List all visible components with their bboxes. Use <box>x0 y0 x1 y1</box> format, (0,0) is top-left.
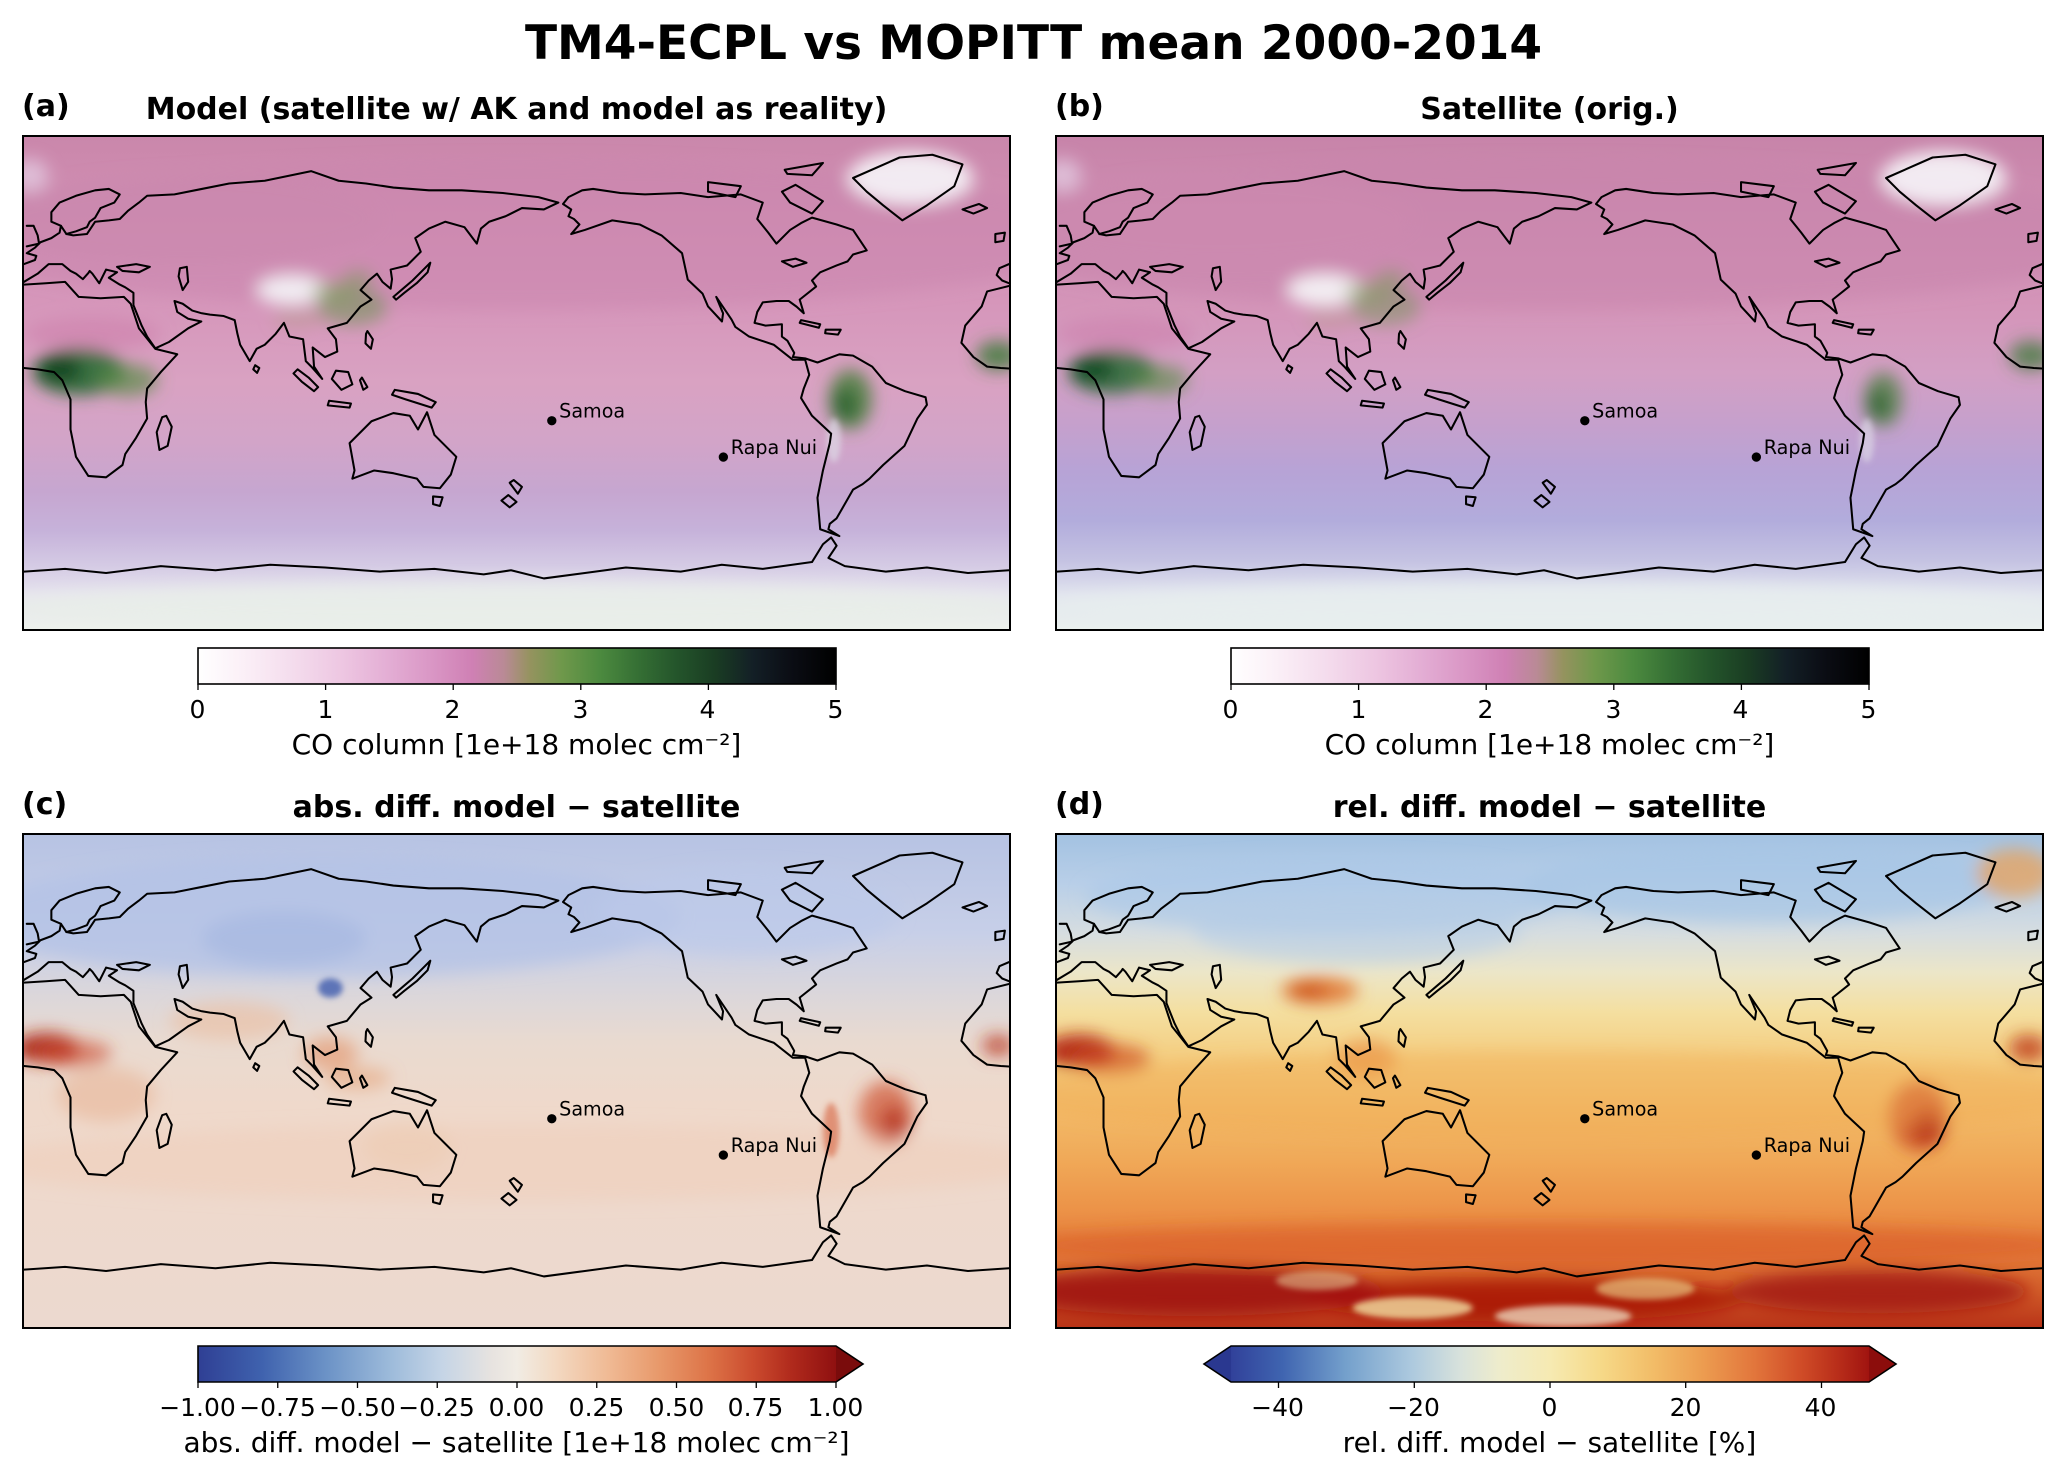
panel-b-tag: (b) <box>1055 89 1104 124</box>
colorbar-tick: −1.00 <box>159 1393 236 1422</box>
colorbar-tick: 4 <box>699 695 716 724</box>
colorbar-tick: 0.25 <box>568 1393 625 1422</box>
panel-c-colorbar-label: abs. diff. model − satellite [1e+18 mole… <box>183 1426 850 1459</box>
field-shading <box>24 150 1009 629</box>
panel-c-colorbar <box>196 1345 864 1391</box>
field-shading <box>1057 150 2042 629</box>
panel-c-map <box>22 833 1011 1329</box>
panel-d-colorbar <box>1202 1345 1897 1391</box>
panel-a-map <box>22 135 1011 631</box>
panel-a-tag: (a) <box>22 89 70 124</box>
colorbar-tick: 5 <box>827 695 844 724</box>
colorbar-tick: 1.00 <box>807 1393 864 1422</box>
panel-a-colorbar-ticks: 0 1 2 3 4 5 <box>190 695 844 725</box>
panel-d-header: (d) rel. diff. model − satellite <box>1055 787 2044 829</box>
panel-a-colorbar <box>196 647 837 693</box>
panel-c-header: (c) abs. diff. model − satellite <box>22 787 1011 829</box>
colorbar-tick: 3 <box>572 695 589 724</box>
panel-b: (b) Satellite (orig.) <box>1050 89 2050 761</box>
panel-a-map-svg <box>24 137 1009 629</box>
panel-b-colorbar <box>1229 647 1870 693</box>
colorbar-tick: 0.00 <box>488 1393 545 1422</box>
panel-c-colorbar-svg <box>196 1345 864 1388</box>
panel-d-map-svg <box>1057 835 2042 1327</box>
panel-b-colorbar-label: CO column [1e+18 molec cm⁻²] <box>1324 728 1775 761</box>
panel-grid: (a) Model (satellite w/ AK and model as … <box>0 89 2067 1459</box>
colorbar-tick: −20 <box>1387 1393 1440 1422</box>
panel-d: (d) rel. diff. model − satellite <box>1050 787 2050 1459</box>
panel-d-tag: (d) <box>1055 787 1104 822</box>
colorbar-tick: 2 <box>444 695 461 724</box>
panel-b-header: (b) Satellite (orig.) <box>1055 89 2044 131</box>
panel-d-colorbar-svg <box>1202 1345 1897 1388</box>
panel-b-title: Satellite (orig.) <box>1420 92 1679 127</box>
colorbar-tick: 3 <box>1605 695 1622 724</box>
panel-d-colorbar-ticks: −40 −20 0 20 40 <box>1230 1393 1870 1423</box>
colorbar-tick: 0 <box>1541 1393 1558 1422</box>
panel-c-title: abs. diff. model − satellite <box>292 790 741 825</box>
colorbar-tick: 0.50 <box>648 1393 705 1422</box>
panel-d-colorbar-label: rel. diff. model − satellite [%] <box>1342 1426 1757 1459</box>
panel-a-header: (a) Model (satellite w/ AK and model as … <box>22 89 1011 131</box>
colorbar-tick: 2 <box>1477 695 1494 724</box>
panel-a-colorbar-label: CO column [1e+18 molec cm⁻²] <box>291 728 742 761</box>
colorbar-tick: 0 <box>189 695 206 724</box>
colorbar-tick: 40 <box>1804 1393 1837 1422</box>
colorbar-tick: 4 <box>1732 695 1749 724</box>
panel-a-colorbar-svg <box>196 647 837 690</box>
panel-b-map-svg <box>1057 137 2042 629</box>
colorbar-tick: 1 <box>1350 695 1367 724</box>
colorbar-tick: −0.25 <box>398 1393 475 1422</box>
panel-c-colorbar-ticks: −1.00 −0.75 −0.50 −0.25 0.00 0.25 0.50 0… <box>159 1393 863 1423</box>
panel-c: (c) abs. diff. model − satellite <box>17 787 1017 1459</box>
panel-a-title: Model (satellite w/ AK and model as real… <box>145 92 888 127</box>
panel-d-title: rel. diff. model − satellite <box>1332 790 1767 825</box>
colorbar-tick: 1 <box>317 695 334 724</box>
panel-b-colorbar-ticks: 0 1 2 3 4 5 <box>1223 695 1877 725</box>
colorbar-tick: 20 <box>1669 1393 1702 1422</box>
figure-title: TM4-ECPL vs MOPITT mean 2000-2014 <box>524 16 1543 71</box>
colorbar-tick: −0.75 <box>239 1393 316 1422</box>
panel-b-map <box>1055 135 2044 631</box>
colorbar-tick: 0 <box>1222 695 1239 724</box>
panel-d-map <box>1055 833 2044 1329</box>
colorbar-tick: −0.50 <box>319 1393 396 1422</box>
colorbar-tick: 5 <box>1860 695 1877 724</box>
panel-b-colorbar-svg <box>1229 647 1870 690</box>
panel-c-map-svg <box>24 835 1009 1327</box>
colorbar-tick: −40 <box>1251 1393 1304 1422</box>
field-detail <box>1275 1270 1695 1327</box>
field-detail <box>1859 418 1875 463</box>
field-detail <box>826 418 842 463</box>
panel-a: (a) Model (satellite w/ AK and model as … <box>17 89 1017 761</box>
panel-c-tag: (c) <box>22 787 68 822</box>
colorbar-tick: 0.75 <box>727 1393 784 1422</box>
